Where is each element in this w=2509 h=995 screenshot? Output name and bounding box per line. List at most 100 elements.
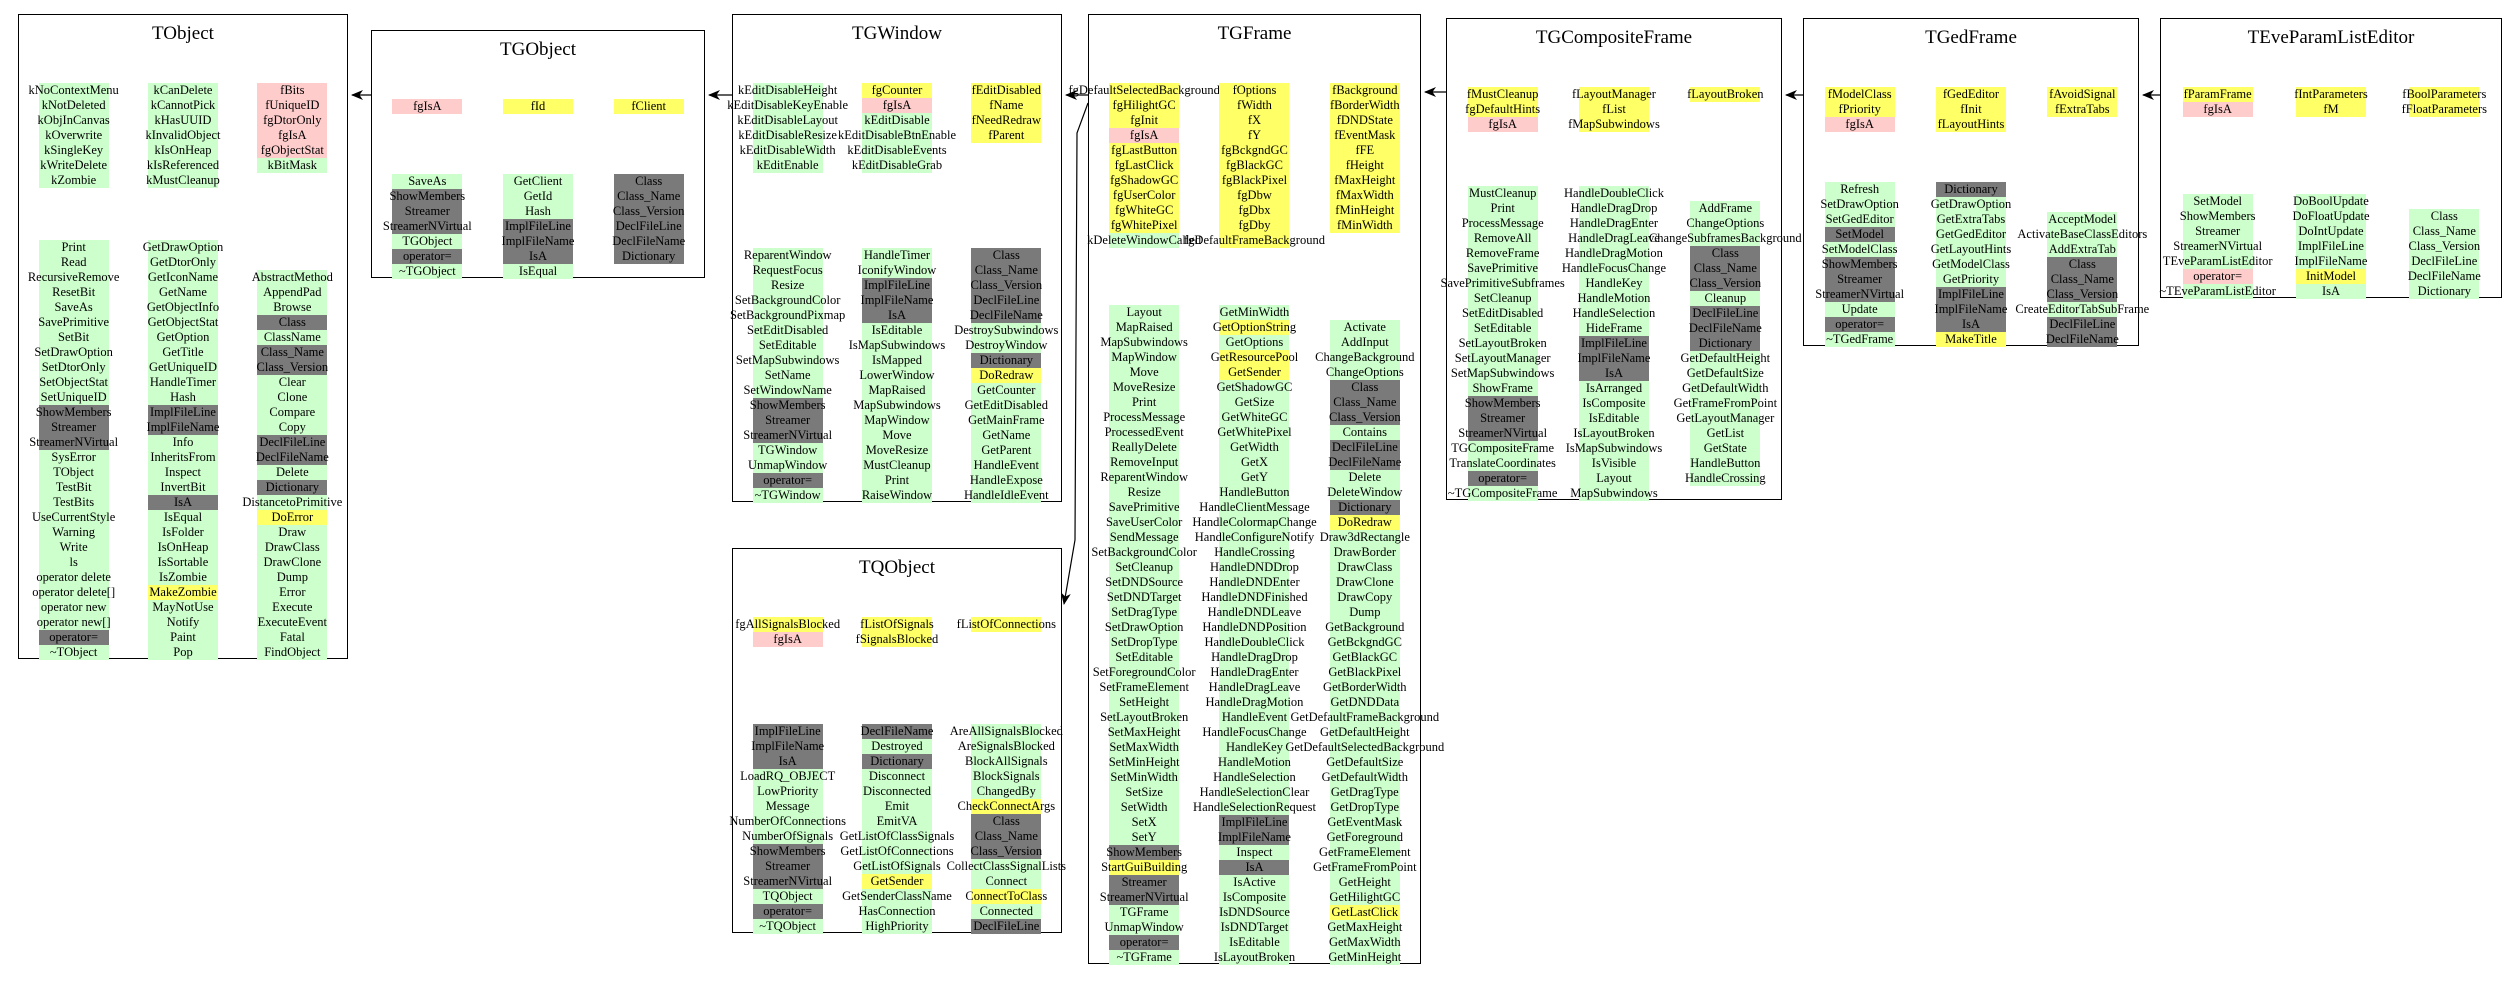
member-item[interactable]: fgIsA [752,632,823,647]
member-item[interactable]: DrawCopy [1329,590,1400,605]
member-item[interactable]: Connect [971,874,1042,889]
member-item[interactable]: SetEditable [1467,321,1538,336]
member-item[interactable]: Class [2047,257,2118,272]
member-item[interactable]: Disconnected [861,784,932,799]
member-item[interactable]: Streamer [1467,411,1538,426]
member-item[interactable]: CheckConnectArgs [957,799,1055,814]
member-item[interactable]: SaveAs [38,300,109,315]
member-item[interactable]: operator= [752,904,823,919]
member-item[interactable]: GetY [1219,470,1290,485]
member-item[interactable]: GetFrameFromPoint [1313,860,1417,875]
member-item[interactable]: GetShadowGC [1217,380,1292,395]
member-item[interactable]: AddExtraTab [2047,242,2118,257]
member-item[interactable]: fMaxWidth [1329,188,1400,203]
member-item[interactable]: Streamer [752,859,823,874]
member-item[interactable]: SetMinWidth [1109,770,1180,785]
member-item[interactable]: ImplFileLine [752,724,823,739]
member-item[interactable]: GetObjectStat [148,315,218,330]
member-item[interactable]: IsComposite [1578,396,1649,411]
member-item[interactable]: RequestFocus [753,263,823,278]
member-item[interactable]: HandleTimer [861,248,932,263]
member-item[interactable]: fBorderWidth [1329,98,1400,113]
member-item[interactable]: ~TGFrame [1109,950,1180,965]
member-item[interactable]: DeclFileLine [971,293,1042,308]
member-item[interactable]: Hash [503,204,573,219]
member-item[interactable]: fMinWidth [1329,218,1400,233]
member-item[interactable]: GetDefaultWidth [1322,770,1408,785]
member-item[interactable]: HandleDragDrop [1211,650,1298,665]
member-item[interactable]: HandleFocusChange [1202,725,1307,740]
member-item[interactable]: SetEditable [1109,650,1180,665]
member-item[interactable]: Streamer [38,420,109,435]
member-item[interactable]: SetMaxWidth [1109,740,1180,755]
member-item[interactable]: HandleEvent [971,458,1042,473]
member-item[interactable]: GetFrameElement [1319,845,1411,860]
member-item[interactable]: HandleButton [1219,485,1290,500]
member-item[interactable]: fgLastButton [1109,143,1180,158]
member-item[interactable]: Browse [257,300,328,315]
member-item[interactable]: CreateEditorTabSubFrame [2015,302,2149,317]
member-item[interactable]: SetModel [1824,227,1895,242]
member-item[interactable]: fgUserColor [1109,188,1180,203]
member-item[interactable]: GetList [1690,426,1761,441]
member-item[interactable]: kHasUUID [147,113,218,128]
member-item[interactable]: ShowFrame [1467,381,1538,396]
member-item[interactable]: IsDNDTarget [1219,920,1290,935]
member-item[interactable]: SetMaxHeight [1108,725,1181,740]
member-item[interactable]: GetGedEditor [1936,227,2006,242]
member-item[interactable]: IsZombie [147,570,218,585]
member-item[interactable]: GetDefaultSelectedBackground [1285,740,1444,755]
member-item[interactable]: HandleDNDEnter [1209,575,1300,590]
member-item[interactable]: ImplFileName [861,293,933,308]
class-title[interactable]: TGFrame [1217,23,1292,44]
member-item[interactable]: ExecuteEvent [257,615,328,630]
member-item[interactable]: SetHeight [1109,695,1180,710]
member-item[interactable]: Read [38,255,109,270]
member-item[interactable]: kZombie [38,173,109,188]
member-item[interactable]: IsArranged [1578,381,1649,396]
member-item[interactable]: kEditDisableResize [738,128,837,143]
member-item[interactable]: HandleDragMotion [1206,695,1303,710]
member-item[interactable]: GetBlackGC [1329,650,1400,665]
member-item[interactable]: MakeZombie [147,585,218,600]
member-item[interactable]: fgCounter [861,83,932,98]
member-item[interactable]: GetWidth [1219,440,1290,455]
member-item[interactable]: Print [861,473,932,488]
member-item[interactable]: TEveParamListEditor [2163,254,2273,269]
member-item[interactable]: fgDefaultFrameBackground [1184,233,1325,248]
member-item[interactable]: fListOfSignals [860,617,934,632]
member-item[interactable]: GetName [147,285,218,300]
member-item[interactable]: fgDtorOnly [257,113,328,128]
member-item[interactable]: IsDNDSource [1219,905,1290,920]
class-title[interactable]: TGWindow [852,23,942,44]
member-item[interactable]: fgIsA [257,128,328,143]
member-item[interactable]: Class [257,315,328,330]
member-item[interactable]: Info [147,435,218,450]
member-item[interactable]: HandleEvent [1219,710,1290,725]
member-item[interactable]: operator delete [36,570,111,585]
member-item[interactable]: fM [2295,102,2366,117]
member-item[interactable]: SaveAs [392,174,463,189]
member-item[interactable]: InitModel [2295,269,2366,284]
member-item[interactable]: SetLayoutBroken [1459,336,1547,351]
member-item[interactable]: DrawClass [257,540,328,555]
member-item[interactable]: SetDrawOption [1820,197,1899,212]
member-item[interactable]: Class [1690,246,1761,261]
member-item[interactable]: InvertBit [147,480,218,495]
member-item[interactable]: HandleDragLeave [1209,680,1300,695]
member-item[interactable]: fFE [1329,143,1400,158]
member-item[interactable]: fListOfConnections [957,617,1056,632]
member-item[interactable]: AddFrame [1690,201,1761,216]
member-item[interactable]: fgLastClick [1109,158,1180,173]
member-item[interactable]: EmitVA [861,814,932,829]
member-item[interactable]: HandleMotion [1218,755,1291,770]
member-item[interactable]: Warning [38,525,109,540]
member-item[interactable]: ImplFileName [1218,830,1291,845]
member-item[interactable]: TObject [38,465,109,480]
member-item[interactable]: Dictionary [971,353,1042,368]
member-item[interactable]: DrawClone [257,555,328,570]
member-item[interactable]: ChangeOptions [1326,365,1404,380]
member-item[interactable]: ~TGedFrame [1824,332,1895,347]
member-item[interactable]: NumberOfSignals [742,829,833,844]
class-title[interactable]: TQObject [859,557,935,578]
